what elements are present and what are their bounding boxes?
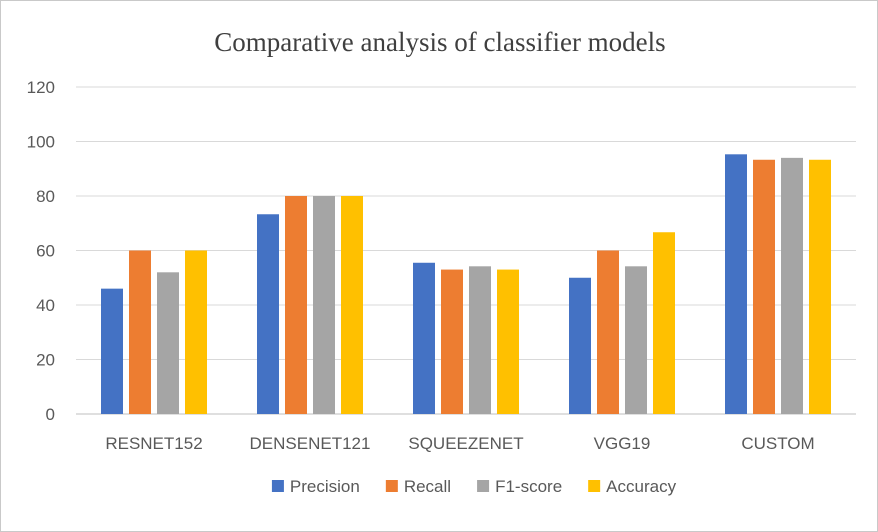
chart-title: Comparative analysis of classifier model… <box>214 27 665 57</box>
bars <box>101 154 831 414</box>
bar-accuracy-custom <box>809 159 831 414</box>
legend-label: F1-score <box>495 477 562 496</box>
bar-accuracy-densenet121 <box>341 196 363 414</box>
y-axis-tick-labels: 0 20 40 60 80 100 120 <box>27 78 55 424</box>
legend-label: Accuracy <box>606 477 676 496</box>
y-tick-label: 40 <box>36 296 55 315</box>
x-category-label: RESNET152 <box>105 434 202 453</box>
bar-f1-score-custom <box>781 157 803 414</box>
y-tick-label: 0 <box>46 405 55 424</box>
bar-f1-score-resnet152 <box>157 272 179 414</box>
x-axis-category-labels: RESNET152 DENSENET121 SQUEEZENET VGG19 CUSTO… <box>105 434 814 453</box>
bar-precision-resnet152 <box>101 288 123 414</box>
bar-f1-score-densenet121 <box>313 196 335 414</box>
bar-precision-squeezenet <box>413 262 435 414</box>
bar-recall-vgg19 <box>597 250 619 414</box>
legend-item-accuracy: Accuracy <box>588 477 677 496</box>
x-category-label: CUSTOM <box>741 434 814 453</box>
bar-recall-squeezenet <box>441 269 463 414</box>
y-tick-label: 120 <box>27 78 55 97</box>
bar-accuracy-vgg19 <box>653 232 675 414</box>
x-category-label: DENSENET121 <box>250 434 371 453</box>
legend-item-recall: Recall <box>385 477 451 496</box>
legend-swatch <box>588 480 601 492</box>
bar-recall-densenet121 <box>285 196 307 414</box>
bar-precision-vgg19 <box>569 277 591 414</box>
legend-swatch <box>385 480 398 492</box>
legend-item-f1-score: F1-score <box>477 477 562 496</box>
y-tick-label: 60 <box>36 242 55 261</box>
bar-precision-custom <box>725 154 747 414</box>
legend-item-precision: Precision <box>271 477 360 496</box>
y-tick-label: 100 <box>27 133 55 152</box>
bar-f1-score-vgg19 <box>625 266 647 414</box>
bar-accuracy-resnet152 <box>185 250 207 414</box>
bar-recall-custom <box>753 159 775 414</box>
legend-label: Recall <box>404 477 451 496</box>
bar-accuracy-squeezenet <box>497 269 519 414</box>
bar-f1-score-squeezenet <box>469 266 491 414</box>
legend: Precision Recall F1-score Accuracy <box>271 477 677 496</box>
y-tick-label: 80 <box>36 187 55 206</box>
x-category-label: SQUEEZENET <box>408 434 523 453</box>
legend-swatch <box>271 480 284 492</box>
legend-label: Precision <box>290 477 360 496</box>
y-tick-label: 20 <box>36 351 55 370</box>
x-category-label: VGG19 <box>594 434 651 453</box>
legend-swatch <box>477 480 490 492</box>
bar-recall-resnet152 <box>129 250 151 414</box>
bar-precision-densenet121 <box>257 214 279 414</box>
